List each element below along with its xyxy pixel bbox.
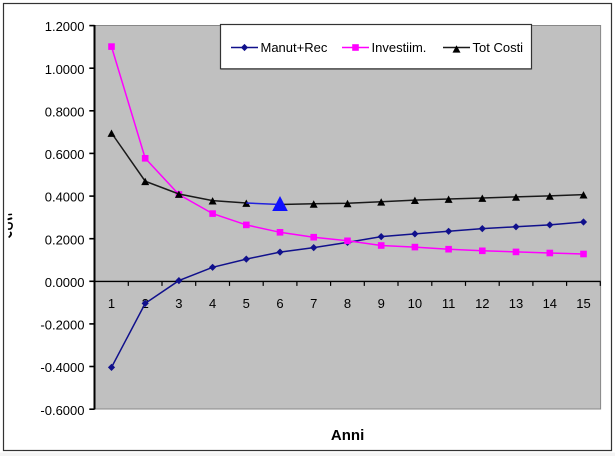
svg-text:15: 15 <box>576 296 590 311</box>
svg-text:7: 7 <box>310 296 317 311</box>
svg-text:10: 10 <box>408 296 422 311</box>
svg-text:-0.4000: -0.4000 <box>40 360 84 375</box>
svg-text:0.4000: 0.4000 <box>45 190 85 205</box>
svg-text:5: 5 <box>243 296 250 311</box>
svg-text:1.0000: 1.0000 <box>45 62 85 77</box>
svg-text:-0.2000: -0.2000 <box>40 318 84 333</box>
svg-text:Manut+Rec: Manut+Rec <box>261 40 328 55</box>
svg-text:Tot Costi: Tot Costi <box>473 40 524 55</box>
svg-text:4: 4 <box>209 296 216 311</box>
svg-text:1.2000: 1.2000 <box>45 19 85 34</box>
svg-text:6: 6 <box>276 296 283 311</box>
svg-text:14: 14 <box>543 296 557 311</box>
svg-text:0.2000: 0.2000 <box>45 232 85 247</box>
svg-text:9: 9 <box>378 296 385 311</box>
svg-text:0.8000: 0.8000 <box>45 104 85 119</box>
svg-text:11: 11 <box>442 296 456 311</box>
svg-text:Anni: Anni <box>331 427 364 444</box>
svg-text:0.6000: 0.6000 <box>45 147 85 162</box>
svg-text:0.0000: 0.0000 <box>45 275 85 290</box>
svg-text:8: 8 <box>344 296 351 311</box>
svg-text:-0.6000: -0.6000 <box>40 403 84 418</box>
svg-text:13: 13 <box>509 296 523 311</box>
svg-text:1: 1 <box>108 296 115 311</box>
svg-text:Investiim.: Investiim. <box>372 40 427 55</box>
svg-text:3: 3 <box>175 296 182 311</box>
svg-text:12: 12 <box>475 296 489 311</box>
